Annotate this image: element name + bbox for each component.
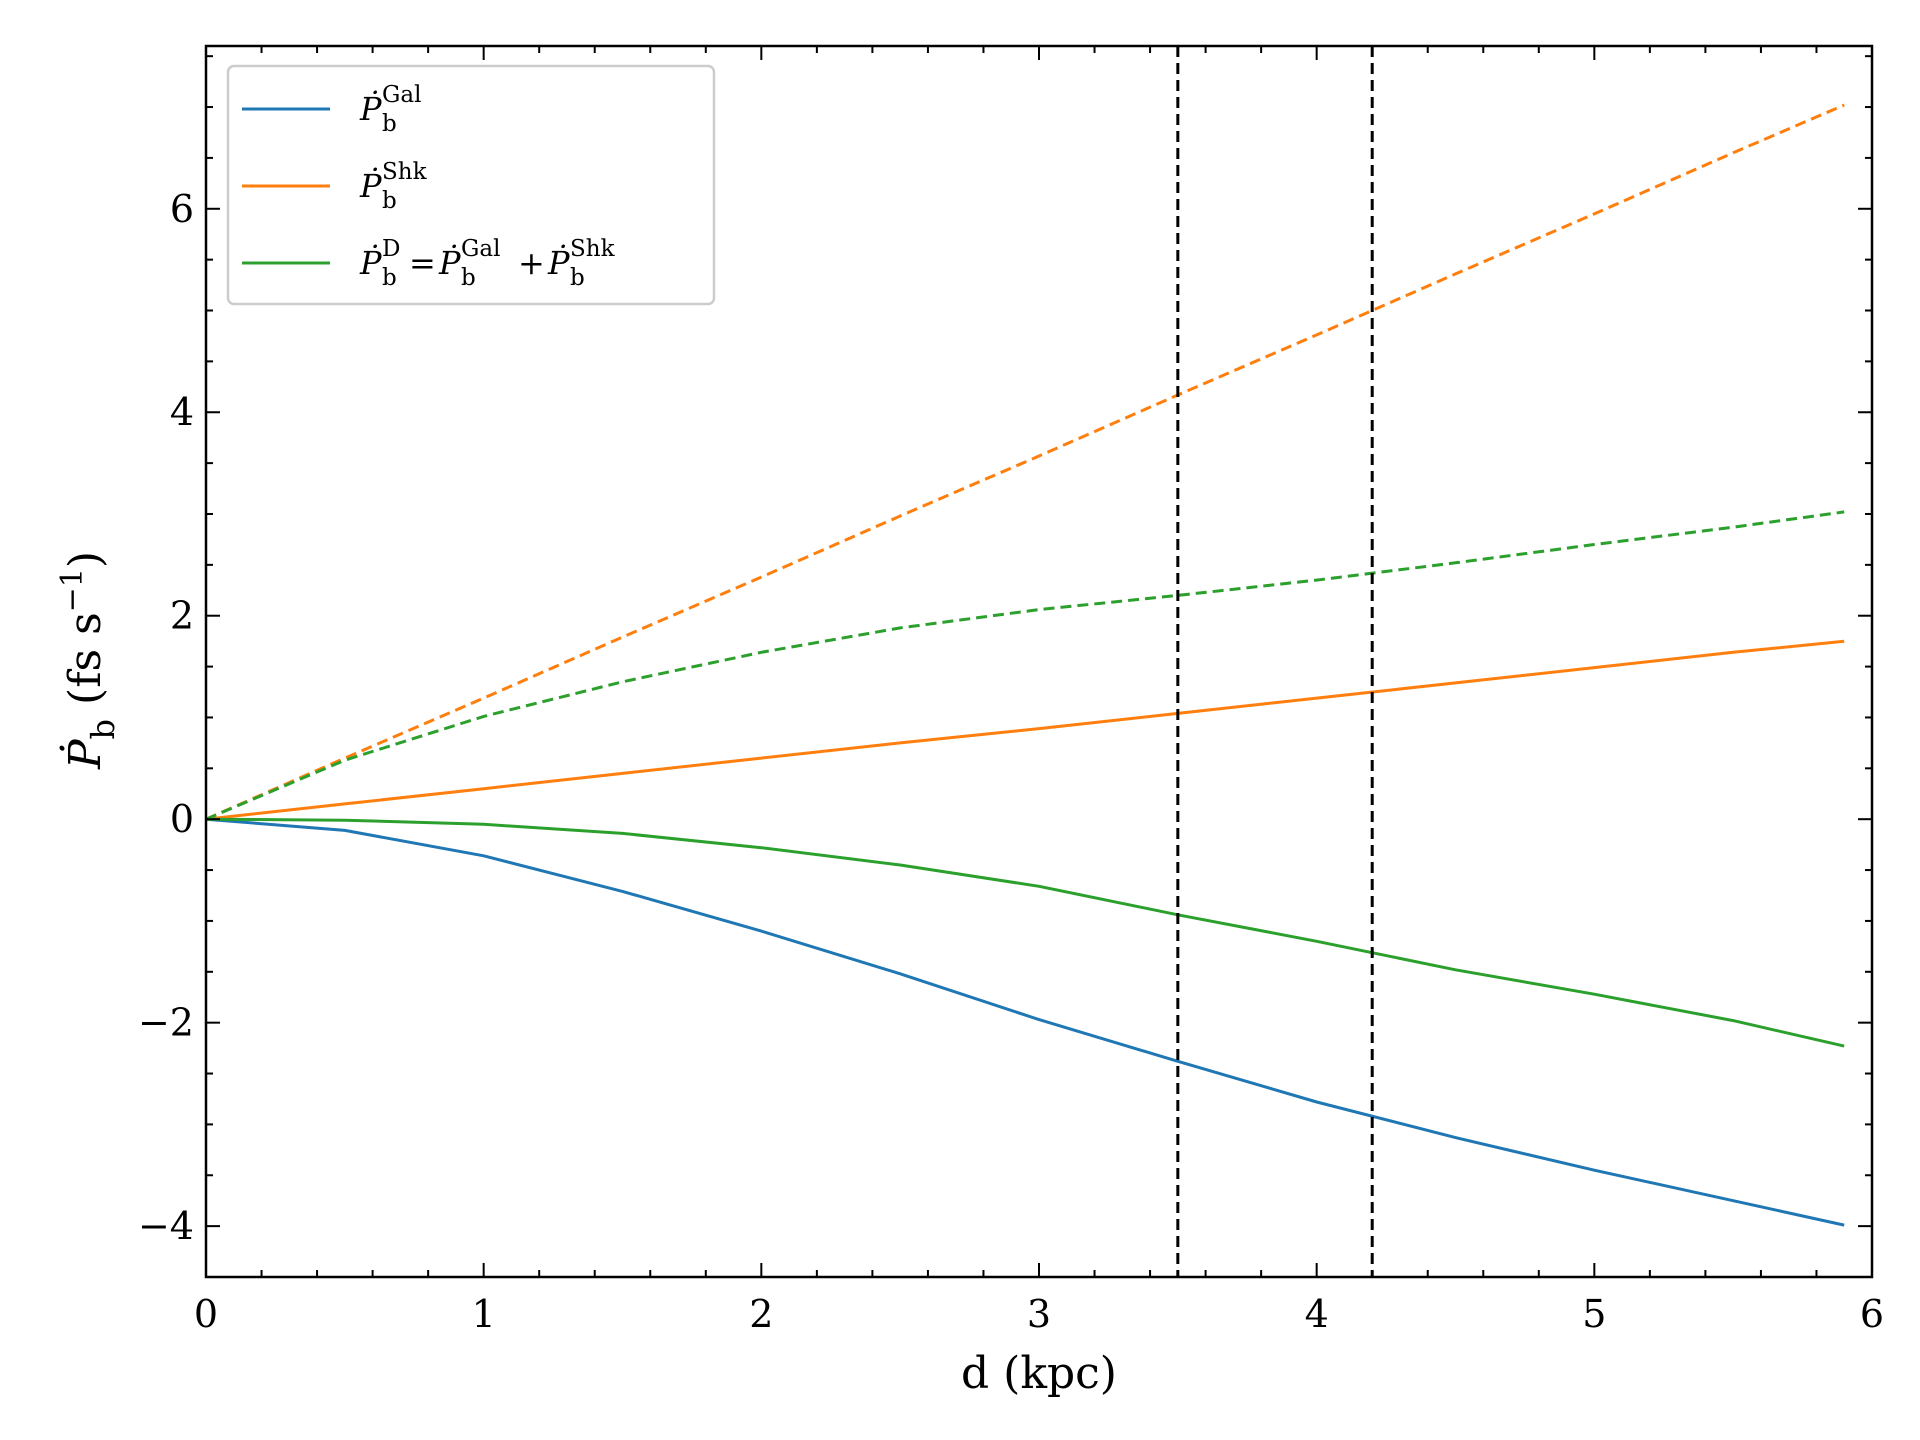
- svg-text:Ṗ: Ṗ: [359, 90, 382, 128]
- y-tick-label: 2: [170, 594, 194, 638]
- svg-text:D: D: [382, 236, 400, 262]
- y-tick-label: 6: [170, 187, 194, 231]
- series-line-shk_dashed: [205, 103, 1845, 821]
- svg-text:Ṗ: Ṗ: [359, 167, 382, 205]
- y-tick-label: 0: [170, 797, 194, 841]
- series-line-shk: [205, 639, 1845, 821]
- series-line-d_dashed: [205, 510, 1845, 821]
- svg-text:b: b: [382, 188, 397, 214]
- x-tick-label: 4: [1305, 1292, 1329, 1336]
- svg-text:Ṗ: Ṗ: [359, 244, 382, 282]
- svg-text:+: +: [518, 244, 545, 282]
- svg-text:=: =: [409, 244, 436, 282]
- y-axis-title: Ṗb (fs s−1): [55, 551, 122, 770]
- x-tick-label: 2: [749, 1292, 773, 1336]
- svg-text:b: b: [382, 265, 397, 291]
- x-axis-title: d (kpc): [961, 1348, 1117, 1399]
- svg-text:b: b: [570, 265, 585, 291]
- x-tick-label: 5: [1582, 1292, 1606, 1336]
- svg-text:b: b: [382, 111, 397, 137]
- svg-text:Shk: Shk: [570, 236, 616, 262]
- svg-text:Gal: Gal: [382, 82, 421, 108]
- x-tick-label: 6: [1860, 1292, 1884, 1336]
- svg-text:Gal: Gal: [461, 236, 500, 262]
- legend-box: [226, 64, 716, 306]
- series-layer: [205, 103, 1845, 1227]
- svg-text:Ṗ: Ṗ: [547, 244, 570, 282]
- y-tick-label: 4: [170, 390, 194, 434]
- series-line-gal: [205, 817, 1845, 1227]
- y-tick-label: −4: [138, 1204, 194, 1248]
- x-tick-label: 1: [472, 1292, 496, 1336]
- svg-text:Shk: Shk: [382, 159, 428, 185]
- x-tick-label: 3: [1027, 1292, 1051, 1336]
- x-tick-label: 0: [194, 1292, 218, 1336]
- reference-lines: [1176, 46, 1374, 1277]
- svg-text:b: b: [461, 265, 476, 291]
- axis-ticks: 0 1 2 3 4 5 6 −4 −2 0 2 4 6: [138, 46, 1884, 1336]
- series-line-d: [205, 817, 1845, 1048]
- svg-text:Ṗ: Ṗ: [438, 244, 461, 282]
- y-tick-label: −2: [138, 1001, 194, 1045]
